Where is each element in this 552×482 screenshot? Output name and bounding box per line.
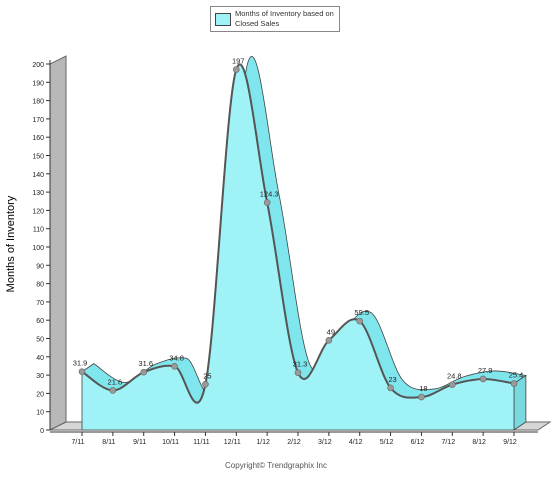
- y-tick-label: 100: [32, 245, 44, 252]
- y-tick-label: 0: [40, 428, 44, 435]
- y-tick-label: 80: [36, 282, 44, 289]
- x-tick-label: 3/12: [318, 439, 332, 446]
- y-tick-label: 120: [32, 208, 44, 215]
- area-top-face: [81, 56, 527, 404]
- data-label: 24.8: [447, 372, 462, 381]
- data-point: [325, 337, 333, 344]
- y-tick-label: 20: [36, 391, 44, 398]
- x-tick-label: 2/12: [287, 439, 301, 446]
- data-label: 23: [388, 375, 396, 384]
- legend-swatch: [215, 13, 231, 26]
- legend: Months of Inventory based on Closed Sale…: [210, 6, 340, 32]
- y-tick-label: 140: [32, 172, 44, 179]
- copyright-text: Copyright© Trendgraphix Inc: [225, 461, 327, 470]
- data-point: [387, 384, 394, 392]
- x-tick-label: 6/12: [411, 439, 425, 446]
- y-tick-label: 130: [32, 190, 44, 197]
- y-tick-label: 180: [32, 99, 44, 106]
- data-label: 34.8: [169, 353, 184, 362]
- x-tick-label: 7/12: [441, 439, 455, 446]
- x-tick-label: 9/11: [133, 439, 146, 446]
- y-axis-label: Months of Inventory: [5, 195, 17, 293]
- y-tick-label: 50: [36, 337, 44, 344]
- data-point: [479, 375, 487, 383]
- data-label: 25: [203, 371, 211, 380]
- data-label: 21.6: [108, 377, 123, 386]
- y-tick-label: 110: [33, 227, 44, 234]
- y-tick-label: 190: [32, 80, 44, 87]
- y-tick-label: 160: [32, 135, 44, 142]
- x-tick-label: 8/12: [472, 439, 486, 446]
- data-label: 18: [419, 384, 427, 393]
- data-label: 124.3: [260, 190, 279, 199]
- y-tick-label: 60: [36, 318, 44, 325]
- data-point: [448, 381, 456, 388]
- data-point: [171, 363, 178, 370]
- y-tick-label: 70: [36, 300, 44, 307]
- data-label: 197: [232, 56, 245, 65]
- data-point: [232, 66, 240, 73]
- y-tick-label: 40: [36, 355, 44, 362]
- legend-label: Months of Inventory based on Closed Sale…: [235, 9, 334, 28]
- x-tick-label: 9/12: [503, 439, 517, 446]
- x-tick-label: 12/11: [224, 439, 241, 446]
- x-tick-label: 4/12: [349, 439, 363, 446]
- data-point: [263, 199, 271, 206]
- x-tick-label: 1/12: [256, 439, 270, 446]
- data-point: [78, 368, 86, 375]
- x-tick-label: 8/11: [102, 439, 115, 446]
- data-point: [356, 317, 364, 325]
- x-tick-label: 7/11: [71, 439, 84, 446]
- y-tick-label: 10: [36, 410, 44, 417]
- data-point: [140, 368, 148, 376]
- data-label: 31.6: [138, 359, 153, 368]
- y-tick-label: 170: [32, 117, 44, 124]
- data-label: 31.3: [293, 360, 308, 369]
- data-label: 59.5: [354, 308, 369, 317]
- y-tick-label: 150: [32, 154, 44, 161]
- data-point: [418, 393, 425, 401]
- x-tick-label: 11/11: [193, 439, 210, 446]
- data-label: 49: [327, 327, 335, 336]
- y-tick-label: 90: [36, 263, 44, 270]
- data-point: [109, 387, 117, 394]
- data-label: 27.9: [478, 366, 493, 375]
- data-label: 25.4: [509, 371, 524, 380]
- data-point: [202, 380, 209, 388]
- chart-side-wall: [49, 55, 67, 431]
- x-tick-label: 5/12: [380, 439, 394, 446]
- x-tick-label: 10/11: [162, 439, 179, 446]
- y-tick-label: 30: [36, 373, 44, 380]
- data-point: [294, 369, 302, 377]
- data-label: 31.9: [73, 359, 88, 368]
- y-tick-label: 200: [32, 62, 44, 69]
- data-point: [510, 380, 518, 387]
